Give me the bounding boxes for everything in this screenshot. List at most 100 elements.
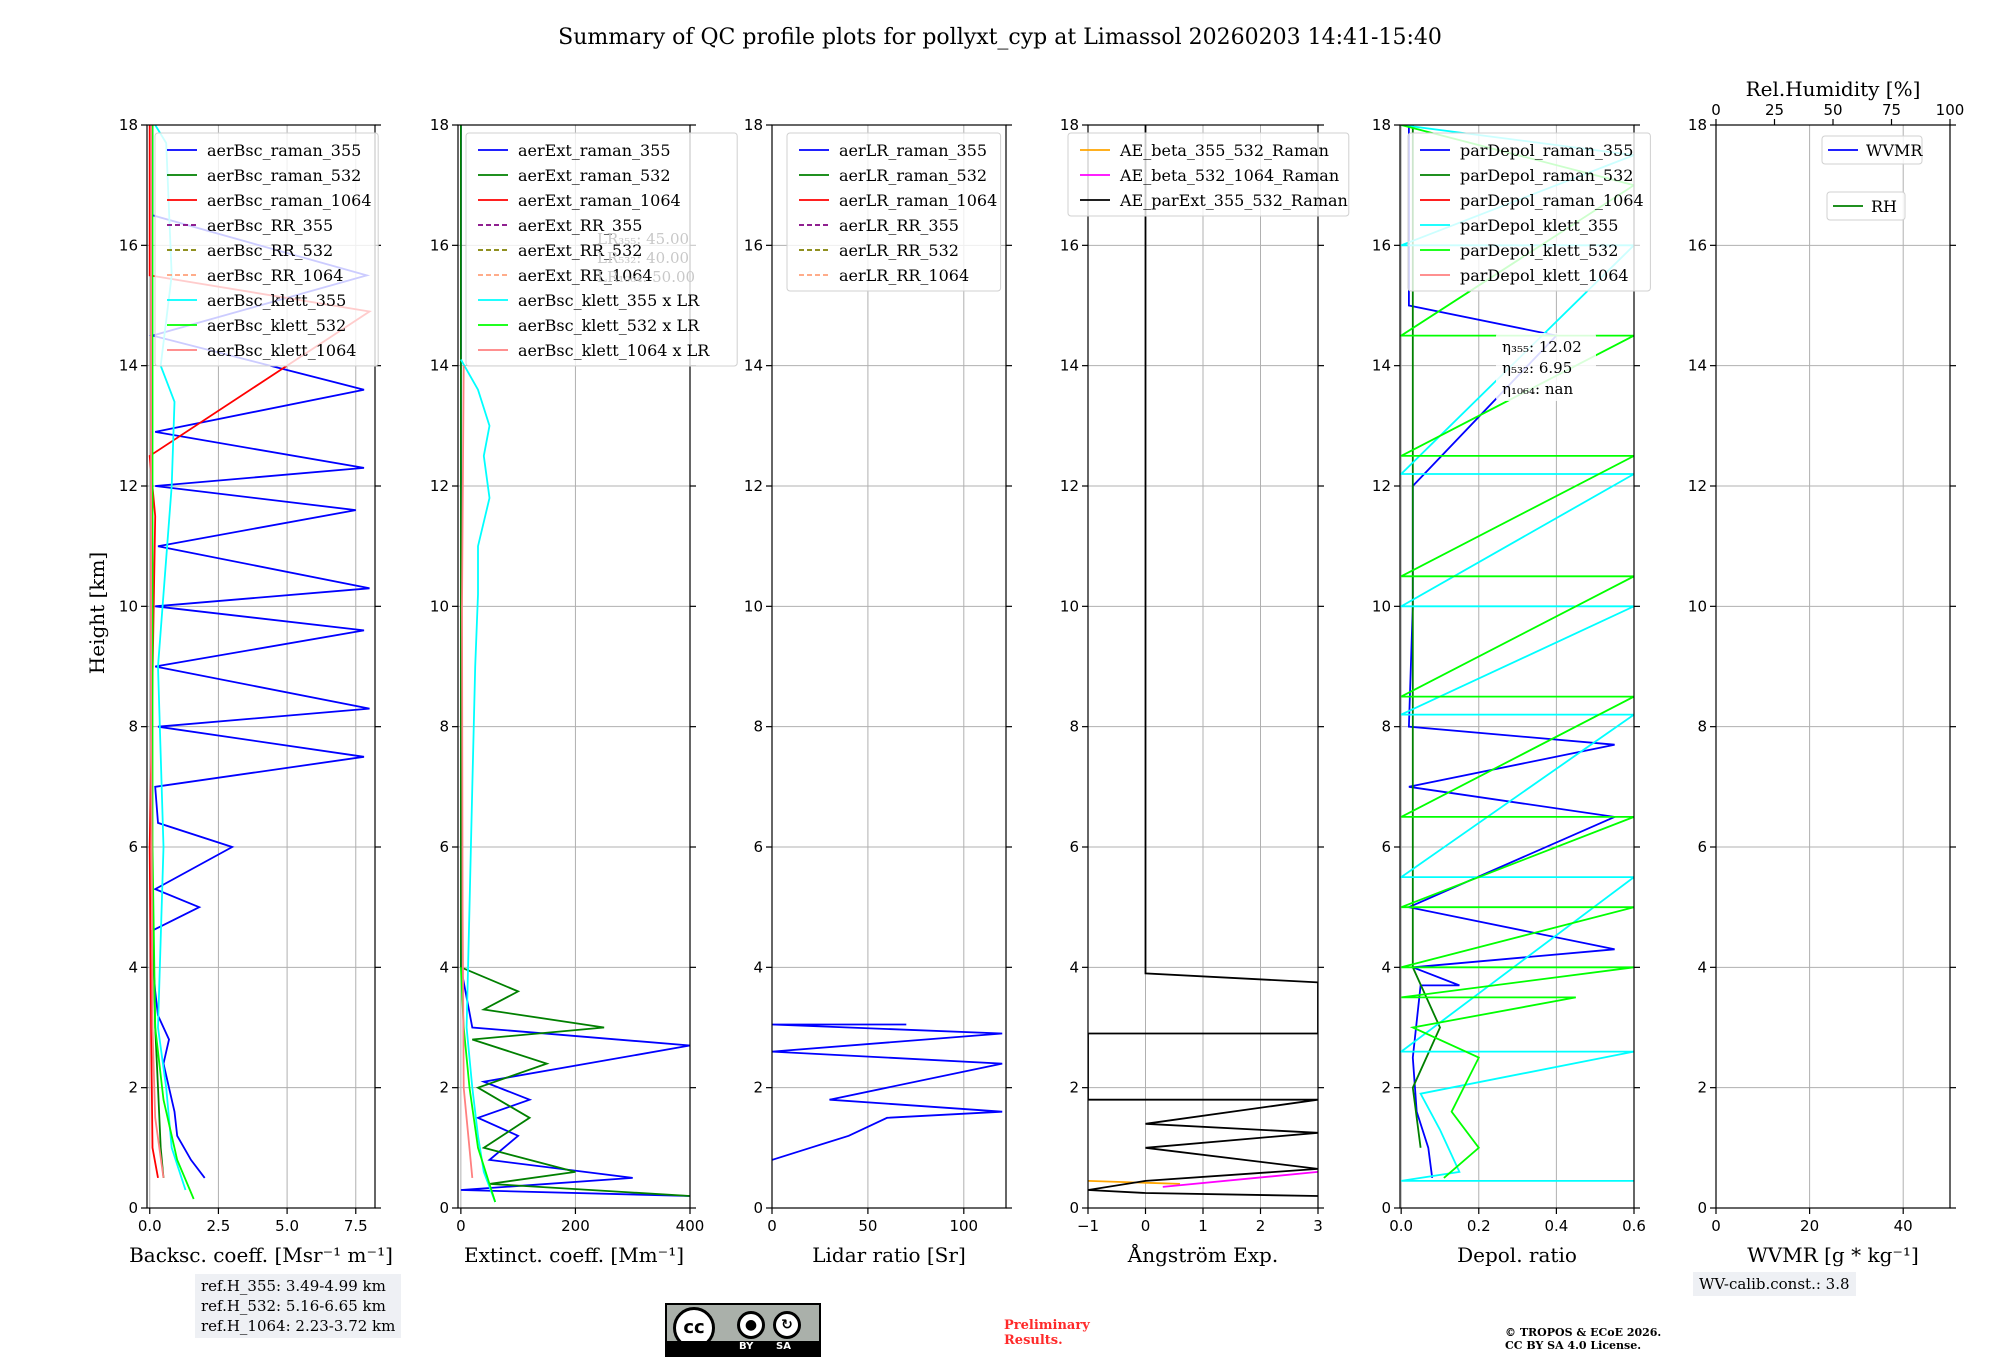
- panel-backscatter: 0 2 4 6 8 10 12 14 16 18 0.0 2.5 5.0 7.5 Backsc. coeff…: [119, 116, 393, 1267]
- legend-label-aerLR_RR_355: aerLR_RR_355: [839, 216, 959, 235]
- axes-frame: [771, 124, 1007, 1209]
- x-axis-label-lidar_ratio: Lidar ratio [Sr]: [812, 1243, 966, 1267]
- lr-label: LR₅₃₂: 40.00: [597, 249, 689, 267]
- y-tick-label: 4: [753, 958, 763, 976]
- y-axis-label: Height [km]: [85, 552, 109, 674]
- legend-label-aerBsc_raman_1064: aerBsc_raman_1064: [207, 191, 372, 210]
- top-x-tick-label: 75: [1882, 101, 1901, 119]
- x-tick-label: 0.0: [1389, 1217, 1413, 1235]
- series-AE_beta_532_1064_Raman: [1162, 1171, 1318, 1188]
- top-x-tick-label: 0: [1711, 101, 1721, 119]
- eta-box: [1496, 333, 1596, 401]
- legend-label-parDepol_raman_532: parDepol_raman_532: [1460, 166, 1633, 185]
- series-group: [1088, 125, 1318, 1197]
- series-aerLR_raman_355: [772, 1023, 1003, 1161]
- legend-label-aerExt_raman_1064: aerExt_raman_1064: [518, 191, 681, 210]
- wv-calib-const: WV-calib.const.: 3.8: [1699, 1275, 1850, 1293]
- y-tick-label: 10: [1688, 597, 1707, 615]
- y-tick-label: 14: [119, 357, 138, 375]
- y-tick-label: 10: [744, 597, 763, 615]
- chart-title: Summary of QC profile plots for pollyxt_…: [558, 25, 1442, 50]
- legend-label-aerBsc_klett_355: aerBsc_klett_355: [207, 291, 346, 310]
- axes-frame: [146, 124, 376, 1209]
- legend-label-parDepol_raman_1064: parDepol_raman_1064: [1460, 191, 1644, 210]
- y-tick-label: 4: [1381, 958, 1391, 976]
- legend-box: [1826, 191, 1906, 221]
- legend-label-aerExt_RR_532: aerExt_RR_532: [518, 241, 642, 260]
- legend-box: [465, 132, 738, 367]
- y-tick-label: 2: [128, 1079, 138, 1097]
- x-axis-label-depol: Depol. ratio: [1457, 1243, 1577, 1267]
- y-tick-label: 16: [119, 236, 138, 254]
- y-tick-label: 14: [744, 357, 763, 375]
- y-tick-label: 18: [1060, 116, 1079, 134]
- y-tick-label: 12: [744, 477, 763, 495]
- panel-extinction: 0 2 4 6 8 10 12 14 16 18 0 200 400 Extinct. coeff. [M…: [430, 116, 738, 1267]
- x-tick-label: 2: [1256, 1217, 1266, 1235]
- x-tick-label: 0: [1711, 1217, 1721, 1235]
- y-tick-label: 8: [1069, 718, 1079, 736]
- legend-label-RH: RH: [1871, 197, 1897, 216]
- y-tick-label: 2: [439, 1079, 449, 1097]
- top-x-tick-label: 50: [1823, 101, 1842, 119]
- legend-label-aerExt_RR_355: aerExt_RR_355: [518, 216, 642, 235]
- y-tick-label: 8: [753, 718, 763, 736]
- y-tick-label: 2: [1697, 1079, 1707, 1097]
- legend-label-aerBsc_klett_1064: aerBsc_klett_1064: [207, 341, 356, 360]
- series-group: [459, 125, 690, 1203]
- legend-label-aerLR_raman_532: aerLR_raman_532: [839, 166, 987, 185]
- legend-label-aerLR_raman_1064: aerLR_raman_1064: [839, 191, 997, 210]
- copyright-line-2: CC BY SA 4.0 License.: [1505, 1339, 1642, 1352]
- y-tick-label: 10: [119, 597, 138, 615]
- legend-label-aerBsc_RR_355: aerBsc_RR_355: [207, 216, 333, 235]
- y-tick-label: 0: [439, 1199, 449, 1217]
- x-axis-label-extinction: Extinct. coeff. [Mm⁻¹]: [464, 1243, 684, 1267]
- lr-label: LR₃₅₅: 45.00: [597, 230, 689, 248]
- share-alike-icon: ↻: [773, 1311, 801, 1339]
- legend-label-parDepol_raman_355: parDepol_raman_355: [1460, 141, 1633, 160]
- series-aerBsc_raman_355: [149, 125, 371, 1179]
- legend-box: [1067, 132, 1350, 217]
- x-axis-label-angstrom: Ångström Exp.: [1127, 1242, 1278, 1267]
- y-tick-label: 6: [439, 838, 449, 856]
- y-tick-label: 16: [1372, 236, 1391, 254]
- y-tick-label: 0: [128, 1199, 138, 1217]
- legend-label-aerExt_raman_532: aerExt_raman_532: [518, 166, 671, 185]
- y-tick-label: 12: [119, 477, 138, 495]
- x-tick-label: 40: [1894, 1217, 1913, 1235]
- legend-label-aerBsc_klett_532 x LR: aerBsc_klett_532 x LR: [518, 316, 700, 335]
- y-tick-label: 14: [1372, 357, 1391, 375]
- legend-label-AE_beta_532_1064_Raman: AE_beta_532_1064_Raman: [1119, 166, 1339, 185]
- top-axis-label: Rel.Humidity [%]: [1746, 77, 1921, 101]
- legend-box: [1821, 135, 1923, 165]
- y-tick-label: 8: [1697, 718, 1707, 736]
- series-aerBsc_klett_1064: [150, 125, 165, 1179]
- y-tick-label: 12: [1060, 477, 1079, 495]
- y-tick-label: 4: [439, 958, 449, 976]
- y-tick-label: 18: [1372, 116, 1391, 134]
- attribution-person-icon: ●: [737, 1311, 765, 1339]
- y-tick-label: 4: [1069, 958, 1079, 976]
- x-tick-label: 2.5: [206, 1217, 230, 1235]
- y-tick-label: 8: [128, 718, 138, 736]
- y-tick-label: 16: [1060, 236, 1079, 254]
- x-tick-label: 100: [949, 1217, 978, 1235]
- x-tick-label: 5.0: [275, 1217, 299, 1235]
- x-tick-label: 200: [561, 1217, 590, 1235]
- series-parDepol_klett_355: [1400, 125, 1634, 1182]
- y-tick-label: 0: [1381, 1199, 1391, 1217]
- series-group: [772, 1023, 1003, 1161]
- eta-label: η₃₅₅: 12.02: [1502, 338, 1582, 356]
- x-tick-label: 50: [858, 1217, 877, 1235]
- lr-label: LR₁₀₆₄: 50.00: [597, 268, 695, 286]
- cc-by-label: BY: [739, 1341, 754, 1352]
- legend-label-aerBsc_klett_1064 x LR: aerBsc_klett_1064 x LR: [518, 341, 710, 360]
- series-parDepol_raman_532: [1411, 125, 1441, 1148]
- x-tick-label: −1: [1077, 1217, 1099, 1235]
- y-tick-label: 8: [439, 718, 449, 736]
- y-tick-label: 18: [430, 116, 449, 134]
- legend-label-aerBsc_klett_355 x LR: aerBsc_klett_355 x LR: [518, 291, 700, 310]
- y-tick-label: 14: [1688, 357, 1707, 375]
